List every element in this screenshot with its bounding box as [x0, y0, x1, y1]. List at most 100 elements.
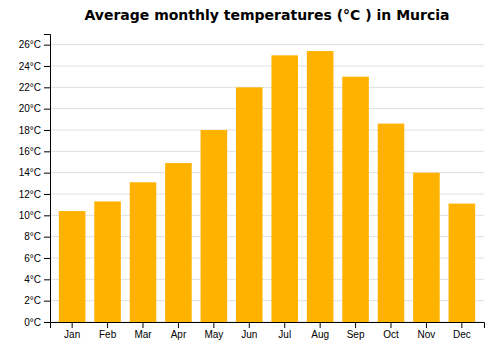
tick-label: 0°C — [24, 317, 41, 328]
tick-label: Mar — [134, 329, 152, 340]
tick-label: Jan — [64, 329, 80, 340]
y-axis: 0°C 2°C 4°C 6°C 8°C 10°C 12°C 14°C 16°C 18°C 20°C 2… — [19, 35, 51, 328]
grid — [50, 45, 484, 322]
grid-line — [50, 66, 484, 67]
x-axis: Jan Feb Mar Apr May Jun Jul Aug Sep Oct Nov Dec — [51, 322, 485, 340]
tick: 16°C — [19, 146, 50, 157]
bar — [449, 204, 476, 322]
tick-label: 12°C — [19, 189, 41, 200]
tick: 2°C — [24, 295, 50, 306]
tick: Jan — [64, 322, 80, 340]
bar — [413, 173, 440, 322]
tick-label: Nov — [418, 329, 436, 340]
bar — [130, 182, 157, 322]
tick: 12°C — [19, 189, 50, 200]
tick-mark — [107, 322, 108, 328]
tick-label: 4°C — [24, 274, 41, 285]
tick: 14°C — [19, 167, 50, 178]
tick-mark — [44, 194, 50, 195]
tick-mark — [249, 322, 250, 328]
tick-mark — [44, 215, 50, 216]
bar — [201, 130, 228, 322]
tick-mark — [44, 237, 50, 238]
axis-line — [44, 35, 51, 323]
tick: 4°C — [24, 274, 50, 285]
tick-label: 10°C — [19, 210, 41, 221]
tick-label: 2°C — [24, 295, 41, 306]
tick: Feb — [99, 322, 117, 340]
tick: Aug — [311, 322, 329, 340]
tick-mark — [72, 322, 73, 328]
tick-label: 14°C — [19, 167, 41, 178]
tick-label: Jul — [278, 329, 291, 340]
tick-label: 24°C — [19, 61, 41, 72]
tick: Dec — [453, 322, 471, 340]
tick-label: 6°C — [24, 253, 41, 264]
tick-label: 16°C — [19, 146, 41, 157]
tick-mark — [44, 151, 50, 152]
tick-label: Oct — [383, 329, 399, 340]
axis-line — [51, 323, 485, 329]
tick-mark — [426, 322, 427, 328]
bar — [236, 87, 263, 322]
chart: 0°C 2°C 4°C 6°C 8°C 10°C 12°C 14°C 16°C 18°C 20°C 2… — [0, 0, 500, 350]
tick: Jun — [241, 322, 257, 340]
tick-mark — [44, 279, 50, 280]
tick-mark — [44, 301, 50, 302]
tick-label: 20°C — [19, 103, 41, 114]
tick: 6°C — [24, 253, 50, 264]
plot: 0°C 2°C 4°C 6°C 8°C 10°C 12°C 14°C 16°C 18°C 20°C 2… — [19, 35, 485, 341]
grid-line — [50, 151, 484, 152]
bar — [94, 201, 121, 322]
tick-label: Apr — [171, 329, 187, 340]
tick-mark — [44, 322, 50, 323]
bar — [378, 124, 405, 322]
tick-mark — [284, 322, 285, 328]
tick-label: 8°C — [24, 231, 41, 242]
tick: Nov — [418, 322, 436, 340]
tick-label: Dec — [453, 329, 471, 340]
tick: 22°C — [19, 82, 50, 93]
title: Average monthly temperatures (°C ) in Mu… — [84, 7, 449, 23]
tick-mark — [44, 45, 50, 46]
tick: 26°C — [19, 39, 50, 50]
tick-mark — [44, 66, 50, 67]
tick: May — [204, 322, 223, 340]
tick: 24°C — [19, 61, 50, 72]
tick-label: May — [204, 329, 223, 340]
tick: Sep — [347, 322, 365, 340]
tick-mark — [44, 173, 50, 174]
tick: Apr — [171, 322, 187, 340]
tick-mark — [213, 322, 214, 328]
tick-label: Jun — [241, 329, 257, 340]
tick: 18°C — [19, 125, 50, 136]
tick-mark — [44, 109, 50, 110]
tick-mark — [44, 258, 50, 259]
grid-line — [50, 44, 484, 45]
tick-mark — [461, 322, 462, 328]
tick-label: Sep — [347, 329, 365, 340]
bar — [307, 51, 334, 322]
tick: 0°C — [24, 317, 50, 328]
tick-label: 26°C — [19, 39, 41, 50]
tick: 20°C — [19, 103, 50, 114]
tick: Mar — [134, 322, 152, 340]
tick-mark — [391, 322, 392, 328]
grid-line — [50, 108, 484, 109]
tick-mark — [44, 130, 50, 131]
tick: Oct — [383, 322, 399, 340]
tick: 10°C — [19, 210, 50, 221]
tick-mark — [143, 322, 144, 328]
tick-label: 18°C — [19, 125, 41, 136]
bar — [342, 77, 369, 322]
tick-label: Feb — [99, 329, 117, 340]
grid-line — [50, 130, 484, 131]
tick: 8°C — [24, 231, 50, 242]
tick: Jul — [278, 322, 291, 340]
tick-mark — [178, 322, 179, 328]
grid-line — [50, 87, 484, 88]
tick-mark — [44, 87, 50, 88]
bar — [165, 163, 192, 322]
bar — [59, 211, 86, 322]
tick-mark — [320, 322, 321, 328]
